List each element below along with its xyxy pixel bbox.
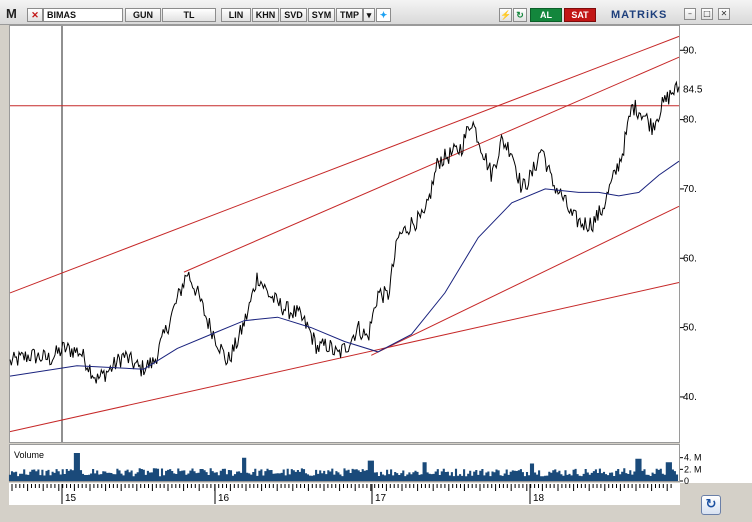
y-tick-label: 50.: [683, 323, 697, 334]
minimize-icon[interactable]: –: [684, 8, 696, 20]
status-bar: [0, 505, 752, 522]
close-symbol-button[interactable]: ✕: [27, 8, 43, 22]
y-tick-label: 70.: [683, 184, 697, 195]
moving-average-line: [9, 160, 680, 377]
price-axis: [680, 25, 752, 483]
toolbar: M ✕ BIMAS GUN TL LIN KHN SVD SYM TMP ▾ ✦…: [0, 0, 752, 25]
volume-tick-label: 2. M: [684, 464, 702, 474]
app-logo: M: [6, 6, 17, 21]
year-label: 15: [65, 493, 77, 504]
volume-tick-label: 0: [684, 476, 689, 486]
tool-button-khn[interactable]: KHN: [252, 8, 279, 22]
close-window-icon[interactable]: ✕: [718, 8, 730, 20]
tool-button-tmp[interactable]: TMP: [336, 8, 363, 22]
date-tick-marks: [11, 484, 672, 491]
last-price-label: 84.5: [683, 84, 703, 95]
trendline: [9, 35, 680, 294]
brand-logo: MATRiKS: [611, 9, 668, 21]
maximize-icon[interactable]: □: [701, 8, 713, 20]
buy-button[interactable]: AL: [530, 8, 562, 22]
dropdown-arrow-icon[interactable]: ▾: [363, 8, 375, 22]
date-axis: [9, 483, 680, 505]
year-label: 16: [218, 493, 230, 504]
twitter-icon[interactable]: ✦: [376, 8, 391, 22]
trendline: [183, 56, 680, 273]
volume-tick-label: 4. M: [684, 453, 702, 463]
volume-panel-title: Volume: [14, 450, 45, 460]
y-tick-label: 60.: [683, 253, 697, 264]
alert-icon[interactable]: ⚡: [499, 8, 512, 22]
trendline: [9, 282, 680, 433]
period-button[interactable]: GUN: [125, 8, 161, 22]
refresh-icon[interactable]: ↻: [701, 495, 721, 515]
volume-bars: [8, 453, 679, 481]
price-chart-panel[interactable]: [9, 25, 680, 443]
scale-button[interactable]: LIN: [221, 8, 251, 22]
refresh-small-icon[interactable]: ↻: [513, 8, 527, 22]
price-series-line: [9, 80, 680, 384]
currency-button[interactable]: TL: [162, 8, 216, 22]
year-label: 18: [533, 493, 545, 504]
symbol-input[interactable]: BIMAS: [43, 8, 123, 22]
y-tick-label: 90.: [683, 45, 697, 56]
y-tick-label: 40.: [683, 392, 697, 403]
tool-button-svd[interactable]: SVD: [280, 8, 307, 22]
y-tick-label: 80.: [683, 115, 697, 126]
tool-button-sym[interactable]: SYM: [308, 8, 335, 22]
trendline: [371, 205, 680, 356]
year-label: 17: [375, 493, 387, 504]
sell-button[interactable]: SAT: [564, 8, 596, 22]
